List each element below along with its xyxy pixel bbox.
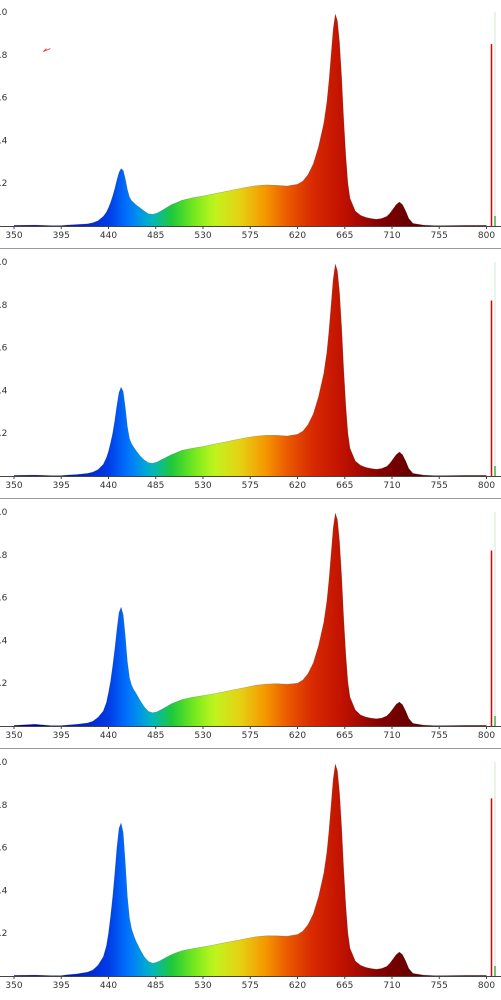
x-tick-label: 575 (242, 481, 259, 491)
x-tick-label: 710 (383, 231, 400, 241)
y-tick-label: 1.0 (0, 508, 8, 518)
x-tick-label: 620 (289, 231, 306, 241)
x-tick-label: 710 (383, 981, 400, 991)
y-tick-label: 0.4 (0, 886, 8, 896)
x-tick-label: 575 (242, 731, 259, 741)
x-tick-label: 755 (431, 981, 448, 991)
x-tick-label: 485 (147, 231, 164, 241)
x-tick-label: 530 (194, 231, 211, 241)
spectrum-outline (13, 264, 487, 476)
x-tick-label: 620 (289, 481, 306, 491)
x-tick-label: 575 (242, 231, 259, 241)
x-tick-label: 350 (5, 231, 22, 241)
spectrum-plot: 350 395 440 485 530 575 620 665 710 755 800 0.2 0.4 0… (0, 8, 501, 241)
y-tick-label: 0.2 (0, 679, 7, 689)
annotation-arrow (43, 48, 51, 53)
x-tick-label: 530 (194, 981, 211, 991)
x-tick-label: 620 (289, 731, 306, 741)
x-tick-label: 485 (147, 981, 164, 991)
y-tick-label: 1.0 (0, 758, 8, 768)
panel-separator (0, 248, 501, 249)
x-tick-label: 395 (53, 981, 70, 991)
x-tick-label: 440 (100, 731, 117, 741)
y-tick-label: 0.4 (0, 136, 8, 146)
x-tick-label: 440 (100, 481, 117, 491)
x-tick-label: 350 (5, 481, 22, 491)
x-tick-label: 665 (336, 481, 353, 491)
x-tick-label: 755 (431, 231, 448, 241)
spectrum-area (14, 513, 487, 726)
y-tick-label: 0.6 (0, 344, 8, 354)
x-tick-label: 665 (336, 731, 353, 741)
spectrum-chart-1: 350 395 440 485 530 575 620 665 710 755 800 0.2 0.4 0… (0, 0, 501, 248)
spectrum-plot: 350 395 440 485 530 575 620 665 710 755 800 0.2 0.4 0… (0, 258, 501, 491)
x-tick-label: 350 (5, 981, 22, 991)
x-tick-label: 395 (53, 231, 70, 241)
x-tick-label: 800 (478, 231, 495, 241)
x-tick-label: 710 (383, 731, 400, 741)
x-tick-label: 800 (478, 981, 495, 991)
x-tick-label: 395 (53, 481, 70, 491)
y-tick-label: 0.2 (0, 929, 7, 939)
spectrum-outline (13, 14, 487, 226)
x-tick-label: 485 (147, 481, 164, 491)
x-tick-label: 485 (147, 731, 164, 741)
x-tick-label: 620 (289, 981, 306, 991)
x-tick-label: 440 (100, 981, 117, 991)
y-tick-label: 1.0 (0, 8, 8, 18)
x-tick-label: 755 (431, 481, 448, 491)
y-tick-label: 0.6 (0, 94, 8, 104)
spectrum-chart-3: 350 395 440 485 530 575 620 665 710 755 800 0.2 0.4 0… (0, 500, 501, 748)
y-tick-label: 0.8 (0, 801, 8, 811)
x-tick-label: 800 (478, 481, 495, 491)
spectrum-area (14, 264, 487, 476)
spectrum-outline (13, 513, 487, 726)
x-tick-label: 395 (53, 731, 70, 741)
y-tick-label: 0.2 (0, 429, 7, 439)
x-tick-label: 440 (100, 231, 117, 241)
x-tick-label: 530 (194, 481, 211, 491)
x-tick-label: 665 (336, 981, 353, 991)
y-tick-label: 1.0 (0, 258, 8, 268)
spectrum-area (14, 764, 487, 976)
panel-separator (0, 748, 501, 749)
x-tick-label: 530 (194, 731, 211, 741)
spectrum-area (14, 14, 487, 226)
spectrum-plot: 350 395 440 485 530 575 620 665 710 755 800 0.2 0.4 0… (0, 758, 501, 991)
panel-separator (0, 498, 501, 499)
y-tick-label: 0.4 (0, 386, 8, 396)
x-tick-label: 575 (242, 981, 259, 991)
y-tick-label: 0.6 (0, 594, 8, 604)
y-tick-label: 0.2 (0, 179, 7, 189)
y-tick-label: 0.8 (0, 551, 8, 561)
x-tick-label: 665 (336, 231, 353, 241)
y-tick-label: 0.6 (0, 844, 8, 854)
x-tick-label: 755 (431, 731, 448, 741)
spectrum-chart-2: 350 395 440 485 530 575 620 665 710 755 800 0.2 0.4 0… (0, 250, 501, 498)
x-tick-label: 800 (478, 731, 495, 741)
spectrum-chart-4: 350 395 440 485 530 575 620 665 710 755 800 0.2 0.4 0… (0, 750, 501, 998)
x-tick-label: 350 (5, 731, 22, 741)
spectrum-outline (13, 764, 487, 976)
y-tick-label: 0.4 (0, 636, 8, 646)
y-tick-label: 0.8 (0, 51, 8, 61)
spectrum-plot: 350 395 440 485 530 575 620 665 710 755 800 0.2 0.4 0… (0, 508, 501, 741)
x-tick-label: 710 (383, 481, 400, 491)
y-tick-label: 0.8 (0, 301, 8, 311)
